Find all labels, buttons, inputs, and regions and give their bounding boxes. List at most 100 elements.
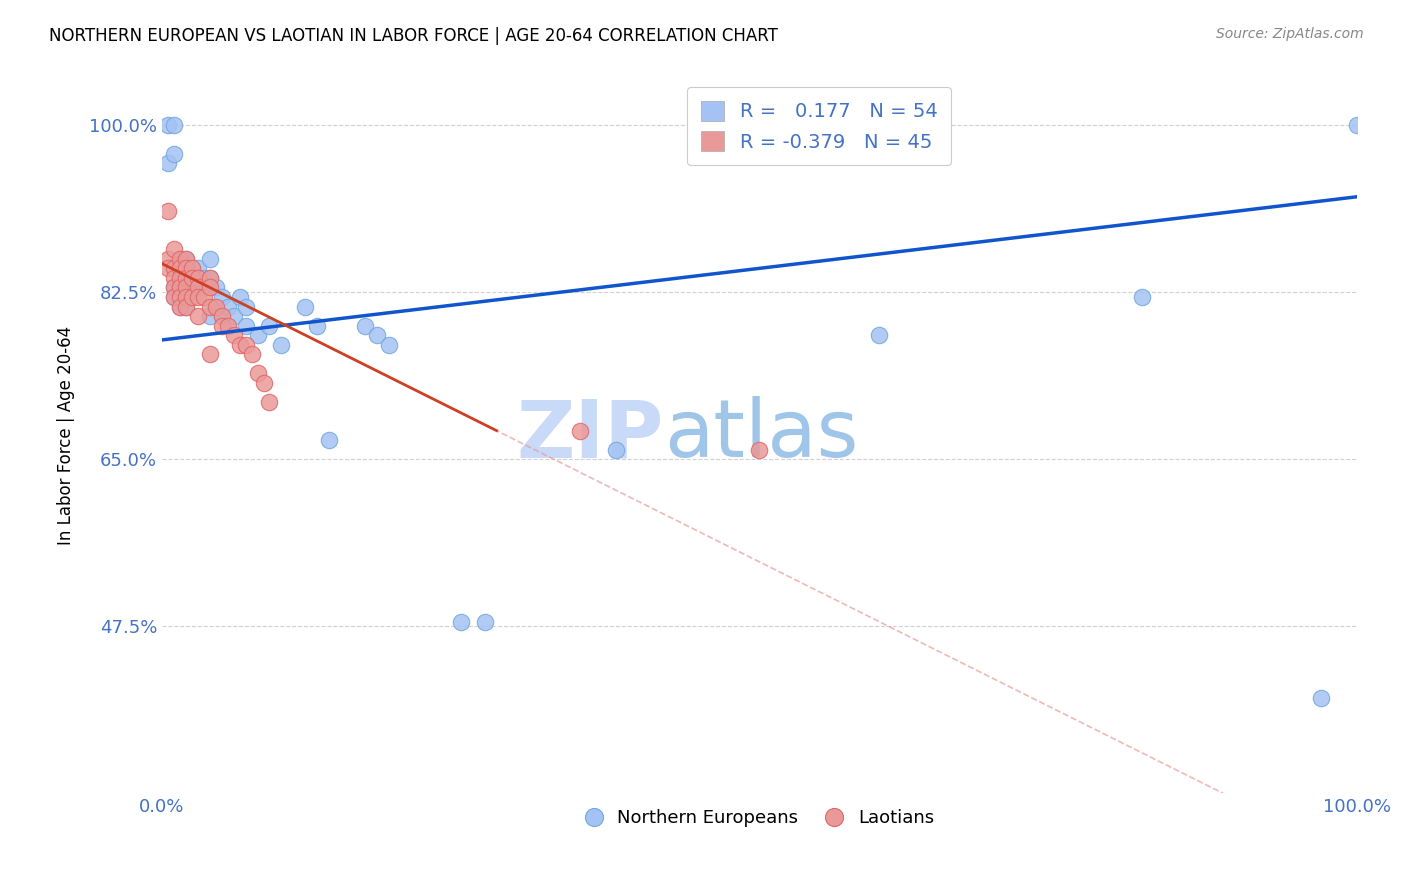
Point <box>868 328 890 343</box>
Point <box>222 328 245 343</box>
Point <box>211 309 233 323</box>
Point <box>748 442 770 457</box>
Point <box>174 280 197 294</box>
Point <box>198 252 221 266</box>
Point <box>174 252 197 266</box>
Point <box>187 280 209 294</box>
Point <box>228 337 250 351</box>
Point <box>174 252 197 266</box>
Point <box>354 318 377 333</box>
Point <box>246 328 269 343</box>
Point <box>474 615 496 629</box>
Point <box>156 118 179 132</box>
Text: ZIP: ZIP <box>516 396 664 475</box>
Point <box>198 280 221 294</box>
Point <box>307 318 329 333</box>
Point <box>294 300 316 314</box>
Point <box>217 318 239 333</box>
Point <box>217 300 239 314</box>
Point <box>156 252 179 266</box>
Y-axis label: In Labor Force | Age 20-64: In Labor Force | Age 20-64 <box>58 326 75 545</box>
Point <box>198 300 221 314</box>
Point <box>187 271 209 285</box>
Point <box>198 271 221 285</box>
Point <box>235 318 257 333</box>
Text: Source: ZipAtlas.com: Source: ZipAtlas.com <box>1216 27 1364 41</box>
Point <box>569 424 592 438</box>
Point <box>174 290 197 304</box>
Point <box>605 442 627 457</box>
Point <box>259 318 281 333</box>
Point <box>169 290 191 304</box>
Point <box>163 280 186 294</box>
Point <box>163 118 186 132</box>
Point <box>174 300 197 314</box>
Point <box>169 271 191 285</box>
Point <box>259 395 281 409</box>
Point <box>174 261 197 276</box>
Point <box>163 280 186 294</box>
Point <box>193 290 215 304</box>
Point <box>174 271 197 285</box>
Point <box>169 280 191 294</box>
Point <box>180 271 202 285</box>
Point <box>156 204 179 219</box>
Point <box>198 347 221 361</box>
Point <box>169 271 191 285</box>
Point <box>211 309 233 323</box>
Point <box>180 280 202 294</box>
Point <box>246 367 269 381</box>
Point <box>169 300 191 314</box>
Point <box>198 271 221 285</box>
Text: atlas: atlas <box>664 396 858 475</box>
Point <box>169 271 191 285</box>
Point <box>174 261 197 276</box>
Point <box>180 261 202 276</box>
Point <box>366 328 388 343</box>
Point <box>187 309 209 323</box>
Point <box>174 271 197 285</box>
Point <box>198 309 221 323</box>
Point <box>180 271 202 285</box>
Point <box>169 261 191 276</box>
Point <box>378 337 401 351</box>
Point <box>180 261 202 276</box>
Point <box>1310 690 1333 705</box>
Point <box>169 300 191 314</box>
Point <box>163 261 186 276</box>
Point <box>235 300 257 314</box>
Point <box>211 318 233 333</box>
Point <box>187 280 209 294</box>
Point <box>270 337 292 351</box>
Point <box>204 280 226 294</box>
Point <box>163 290 186 304</box>
Point <box>169 290 191 304</box>
Point <box>169 280 191 294</box>
Point <box>1130 290 1153 304</box>
Point <box>187 261 209 276</box>
Point <box>174 280 197 294</box>
Point <box>187 271 209 285</box>
Point <box>174 300 197 314</box>
Point <box>156 156 179 170</box>
Point <box>193 271 215 285</box>
Point <box>163 271 186 285</box>
Point <box>228 290 250 304</box>
Point <box>163 146 186 161</box>
Point <box>252 376 274 390</box>
Point <box>163 290 186 304</box>
Point <box>240 347 263 361</box>
Point <box>211 290 233 304</box>
Point <box>180 290 202 304</box>
Point <box>163 242 186 256</box>
Point <box>187 290 209 304</box>
Point <box>174 290 197 304</box>
Point <box>156 261 179 276</box>
Legend: Northern Europeans, Laotians: Northern Europeans, Laotians <box>578 802 941 834</box>
Point <box>169 252 191 266</box>
Point <box>169 261 191 276</box>
Point <box>169 252 191 266</box>
Point <box>193 280 215 294</box>
Point <box>204 300 226 314</box>
Point <box>318 433 340 447</box>
